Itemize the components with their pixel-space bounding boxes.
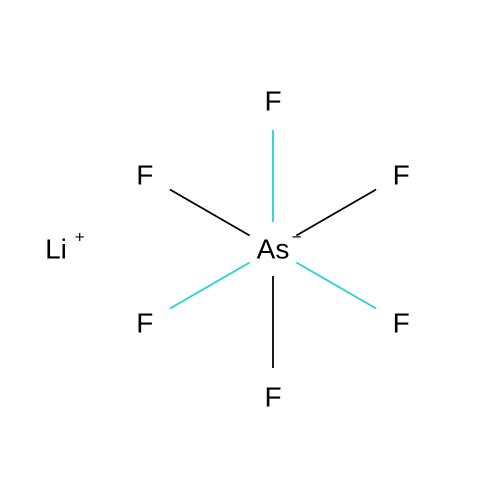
atom-label: As	[257, 234, 290, 265]
atom-label: F	[136, 160, 153, 191]
atom-charge: +	[75, 228, 85, 247]
atom-label: F	[264, 86, 281, 117]
atom-charge: −	[292, 228, 302, 247]
atom-fluorine-bl: F	[136, 308, 153, 339]
bond	[296, 190, 376, 236]
atom-label: Li	[45, 234, 67, 265]
atom-label: F	[264, 382, 281, 413]
atom-fluorine-tr: F	[393, 160, 410, 191]
atom-label: F	[393, 308, 410, 339]
atom-lithium: Li +	[45, 228, 85, 265]
bond	[170, 190, 250, 236]
atom-fluorine-bottom: F	[264, 382, 281, 413]
bond	[296, 263, 376, 309]
atom-label: F	[136, 308, 153, 339]
atom-fluorine-tl: F	[136, 160, 153, 191]
atom-arsenic: As−	[257, 228, 302, 265]
bond	[170, 263, 250, 309]
atom-label: F	[393, 160, 410, 191]
atom-fluorine-br: F	[393, 308, 410, 339]
atom-fluorine-top: F	[264, 86, 281, 117]
molecule-diagram: As− F F F F F F Li +	[0, 0, 500, 500]
